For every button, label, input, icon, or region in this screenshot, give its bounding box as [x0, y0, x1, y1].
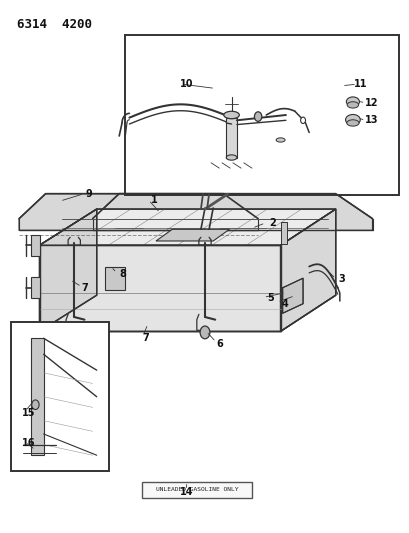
Text: UNLEADED GASOLINE ONLY: UNLEADED GASOLINE ONLY [155, 487, 238, 492]
Bar [11, 322, 109, 471]
Polygon shape [92, 193, 372, 230]
Text: 1: 1 [150, 195, 157, 205]
Text: 15: 15 [22, 408, 35, 418]
Polygon shape [31, 277, 39, 298]
Bar [280, 222, 286, 244]
Circle shape [31, 400, 39, 409]
Ellipse shape [226, 155, 236, 160]
Polygon shape [280, 209, 335, 332]
Text: 8: 8 [119, 270, 126, 279]
Circle shape [254, 112, 261, 122]
Ellipse shape [346, 102, 358, 108]
Circle shape [200, 326, 209, 339]
Text: 10: 10 [180, 79, 193, 89]
Circle shape [300, 117, 305, 124]
Ellipse shape [346, 120, 358, 126]
Polygon shape [39, 209, 97, 332]
Text: 9: 9 [85, 189, 92, 199]
Ellipse shape [346, 97, 359, 107]
Polygon shape [155, 229, 229, 241]
Text: 6314  4200: 6314 4200 [17, 18, 92, 31]
Polygon shape [19, 193, 258, 230]
Text: 7: 7 [142, 333, 149, 343]
Bar [226, 118, 236, 158]
Polygon shape [105, 266, 125, 290]
Polygon shape [39, 245, 280, 332]
Polygon shape [282, 278, 302, 313]
Text: 2: 2 [268, 218, 275, 228]
Text: 5: 5 [266, 293, 273, 303]
Ellipse shape [275, 138, 284, 142]
Polygon shape [31, 338, 43, 455]
Text: 4: 4 [281, 298, 288, 309]
Text: 6: 6 [216, 338, 222, 349]
Ellipse shape [345, 115, 360, 125]
Text: 16: 16 [22, 438, 35, 448]
Polygon shape [39, 209, 335, 245]
Bar [142, 482, 252, 498]
Text: 13: 13 [364, 115, 377, 125]
Text: 11: 11 [353, 79, 367, 89]
Polygon shape [31, 235, 39, 256]
Ellipse shape [223, 111, 239, 119]
Bar [125, 35, 398, 195]
Text: 7: 7 [81, 283, 88, 293]
Text: 14: 14 [180, 487, 193, 497]
Text: 3: 3 [338, 274, 344, 284]
Text: 12: 12 [364, 98, 377, 108]
